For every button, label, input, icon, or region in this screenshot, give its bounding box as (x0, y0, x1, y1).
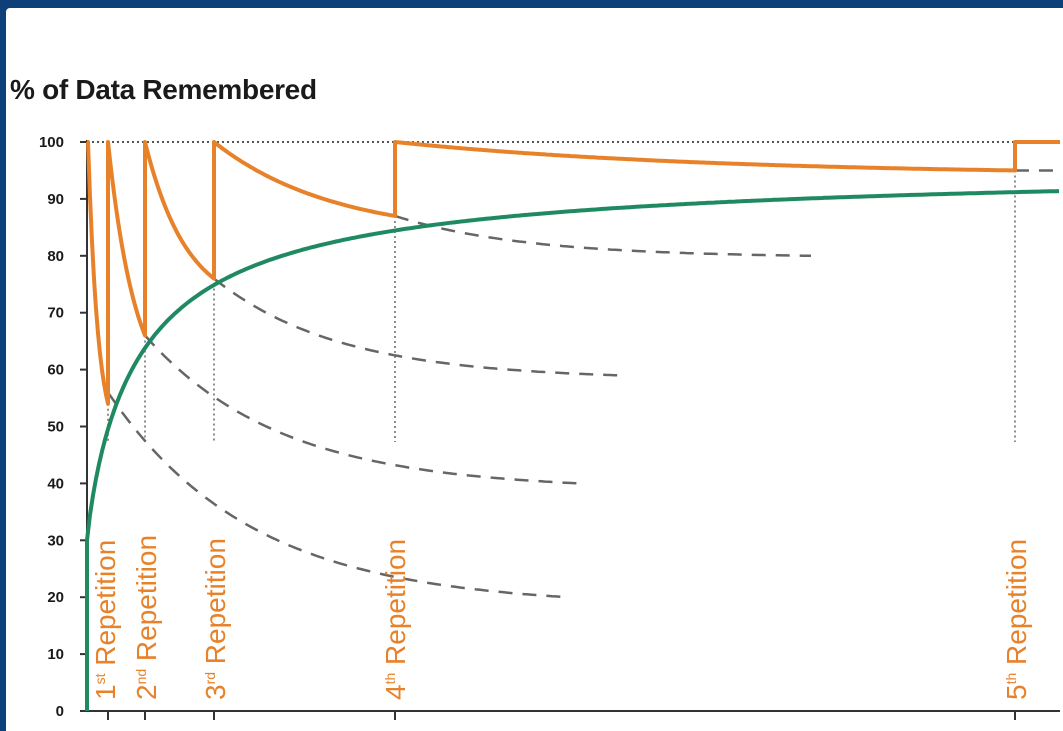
y-tick-label-7: 70 (47, 305, 64, 322)
y-tick-label-0: 0 (56, 703, 64, 720)
repetition-label-5: 5th Repetition (1001, 539, 1032, 700)
repetition-label-2: 2nd Repetition (131, 535, 162, 700)
repetition-label-3: 3rd Repetition (200, 538, 231, 700)
y-tick-label-4: 40 (47, 475, 64, 492)
y-tick-label-2: 20 (47, 589, 64, 606)
retention-trend-curve (85, 189, 1060, 711)
repetition-label-1: 1st Repetition (90, 540, 121, 700)
forgetting-dash-1 (106, 391, 569, 599)
retention-with-repetition-line (86, 140, 1060, 406)
y-tick-label-10: 100 (39, 134, 64, 151)
forgetting-dash-2 (143, 334, 578, 485)
forgetting-without-review-lines (106, 169, 1059, 599)
retention-trend-line (85, 189, 1060, 711)
y-axis-ticks: 0 10 20 30 40 50 60 70 80 90 100 (39, 134, 87, 720)
chart-panel (6, 8, 1063, 731)
y-tick-label-9: 90 (47, 191, 64, 208)
forgetting-dash-4 (393, 214, 812, 258)
y-tick-label-3: 30 (47, 532, 64, 549)
repetition-labels: 1st Repetition 2nd Repetition 3rd Repetiti… (90, 535, 1032, 700)
y-tick-label-6: 60 (47, 362, 64, 379)
retention-sawtooth-curve (86, 140, 1060, 406)
chart-title: % of Data Remembered (10, 74, 317, 105)
forgetting-dash-3 (212, 277, 619, 377)
y-tick-label-8: 80 (47, 248, 64, 265)
y-tick-label-1: 10 (47, 646, 64, 663)
y-tick-label-5: 50 (47, 419, 64, 436)
axes (86, 140, 1060, 720)
repetition-label-4: 4th Repetition (380, 539, 411, 700)
